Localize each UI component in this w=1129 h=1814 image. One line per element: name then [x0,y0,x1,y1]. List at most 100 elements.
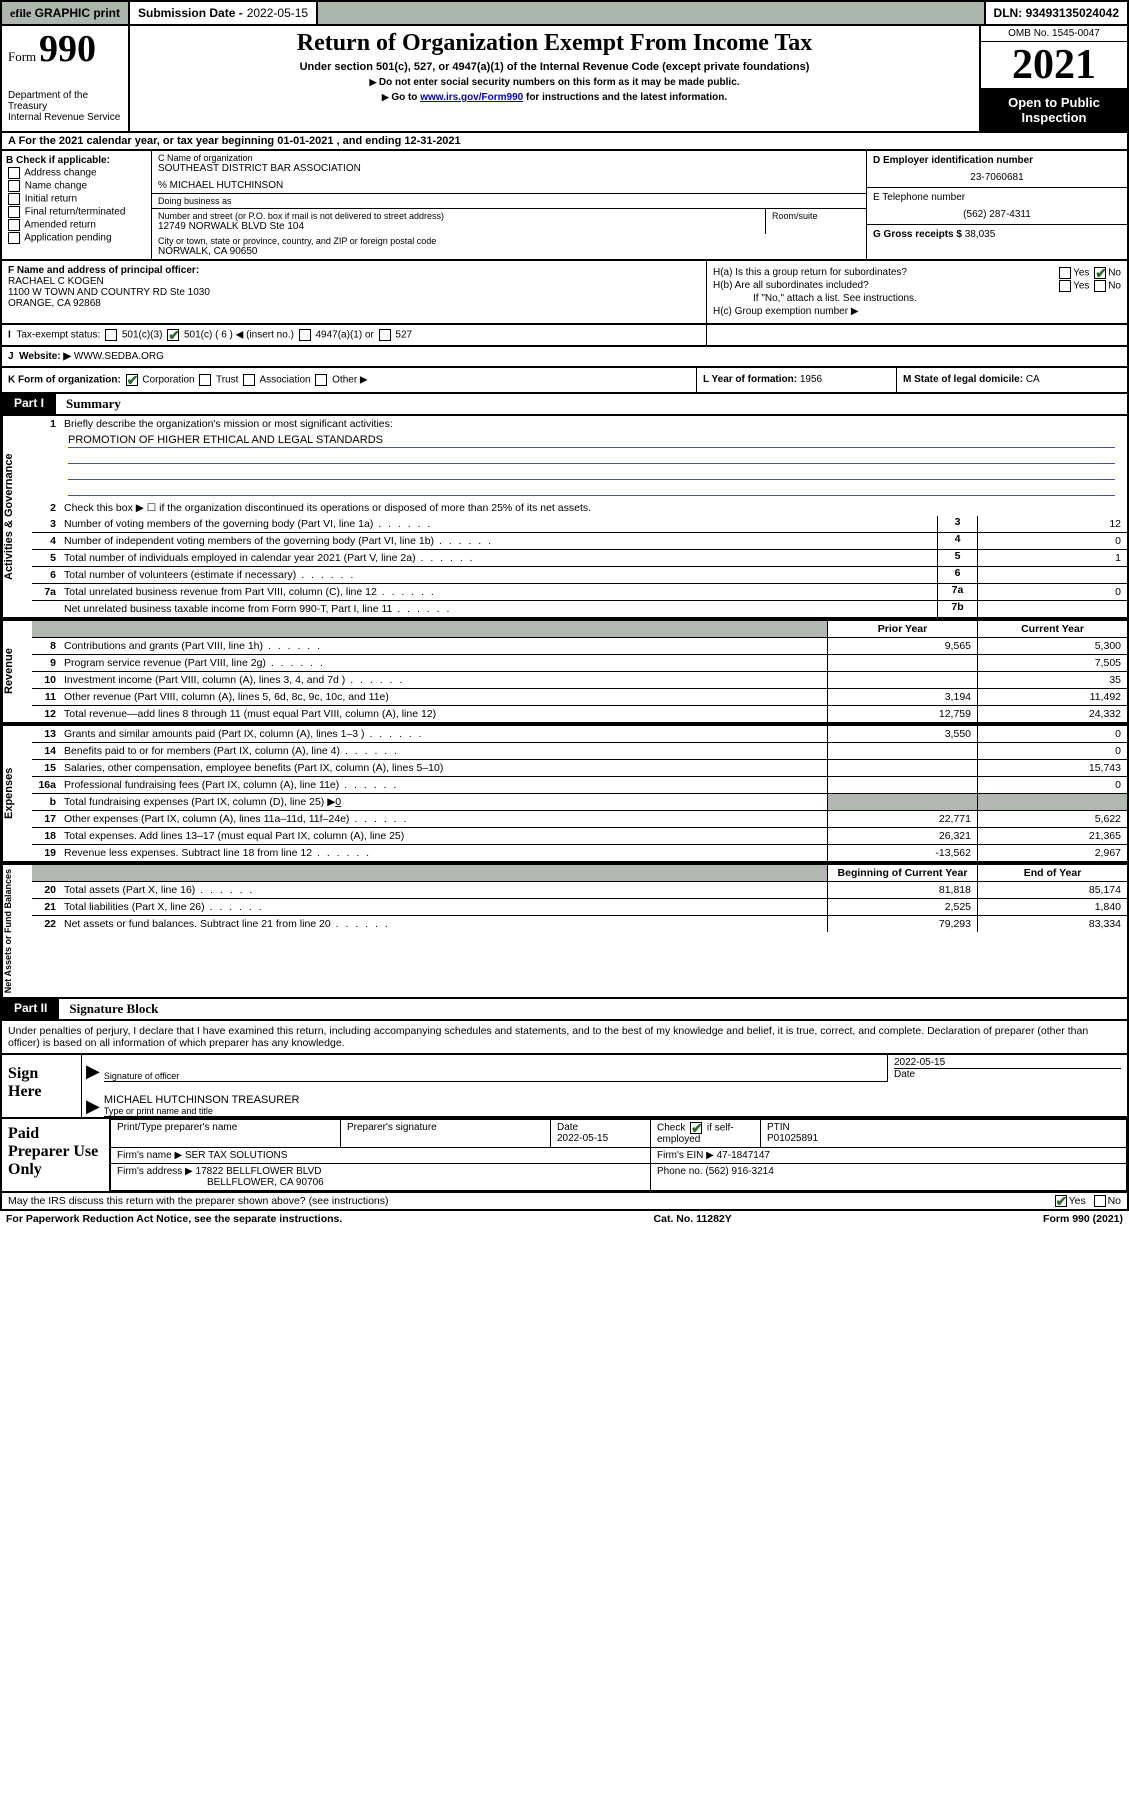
chk-corp[interactable] [126,374,138,386]
chk-501c3[interactable] [105,329,117,341]
governance-section: Activities & Governance 1 Briefly descri… [0,416,1129,619]
chk-final-return[interactable]: Final return/terminated [6,206,147,218]
ha-yes-chk[interactable] [1059,267,1071,279]
officer-name-label: Type or print name and title [104,1106,1127,1116]
i-cell: I Tax-exempt status: 501(c)(3) 501(c) ( … [2,325,707,345]
line5-desc: Total number of individuals employed in … [60,550,937,566]
tax-year-end: 12-31-2021 [404,135,460,147]
part2-header: Part II Signature Block [0,999,1129,1021]
line4-desc: Number of independent voting members of … [60,533,937,549]
line12-prior: 12,759 [827,706,977,722]
chk-address-change[interactable]: Address change [6,167,147,179]
hc-label: H(c) Group exemption number ▶ [713,306,1121,317]
line17-desc: Other expenses (Part IX, column (A), lin… [60,811,827,827]
prep-date-value: 2022-05-15 [557,1133,608,1144]
end-year-hdr: End of Year [977,865,1127,881]
hb-no-chk[interactable] [1094,280,1106,292]
may-no-chk[interactable] [1094,1195,1106,1207]
officer-name-field: MICHAEL HUTCHINSON TREASURER Type or pri… [104,1082,1127,1117]
line10-prior [827,672,977,688]
irs-form990-link[interactable]: www.irs.gov/Form990 [420,92,523,103]
hb-row: H(b) Are all subordinates included? Yes … [713,280,1121,291]
chk-initial-return[interactable]: Initial return [6,193,147,205]
line3-val: 12 [977,516,1127,532]
part1-label: Part I [2,394,56,414]
fh-block: F Name and address of principal officer:… [0,261,1129,325]
sub3-post: for instructions and the latest informat… [526,92,727,103]
line20-desc: Total assets (Part X, line 16) [60,882,827,898]
line16a-desc: Professional fundraising fees (Part IX, … [60,777,827,793]
prep-date-cell: Date2022-05-15 [551,1120,651,1148]
line20-beg: 81,818 [827,882,977,898]
line19-curr: 2,967 [977,845,1127,861]
officer-name-value: MICHAEL HUTCHINSON TREASURER [104,1094,1127,1106]
l-cell: L Year of formation: 1956 [697,368,897,392]
signature-field[interactable]: Signature of officer [104,1059,887,1082]
name-arrow-icon: ▶ [82,1096,104,1117]
care-of: % MICHAEL HUTCHINSON [158,180,860,191]
chk-assoc[interactable] [243,374,255,386]
tax-year-begin: 01-01-2021 [277,135,333,147]
deg-block: D Employer identification number 23-7060… [867,151,1127,259]
chk-name-change[interactable]: Name change [6,180,147,192]
hb-yes-chk[interactable] [1059,280,1071,292]
line13-prior: 3,550 [827,726,977,742]
prep-selfemp-cell: Check if self-employed [651,1120,761,1148]
header-right-cell: OMB No. 1545-0047 2021 Open to Public In… [979,26,1127,131]
sign-arrow-icon: ▶ [82,1061,104,1082]
ein-label: D Employer identification number [873,155,1033,166]
line15-prior [827,760,977,776]
submission-date-cell: Submission Date - 2022-05-15 [130,2,318,24]
chk-application-pending[interactable]: Application pending [6,232,147,244]
may-yes-chk[interactable] [1055,1195,1067,1207]
prior-year-hdr: Prior Year [827,621,977,637]
line9-desc: Program service revenue (Part VIII, line… [60,655,827,671]
declaration-text: Under penalties of perjury, I declare th… [0,1021,1129,1055]
chk-other[interactable] [315,374,327,386]
open-to-public: Open to Public Inspection [981,89,1127,131]
f-cell: F Name and address of principal officer:… [2,261,707,323]
chk-4947[interactable] [299,329,311,341]
chk-amended-return[interactable]: Amended return [6,219,147,231]
line22-desc: Net assets or fund balances. Subtract li… [60,916,827,932]
paid-preparer-label: Paid Preparer Use Only [2,1119,110,1191]
vlabel-expenses: Expenses [2,726,32,861]
firm-addr1: 17822 BELLFLOWER BLVD [196,1166,322,1177]
chk-trust[interactable] [199,374,211,386]
line9-prior [827,655,977,671]
city-cell: City or town, state or province, country… [152,234,866,259]
opt-corp: Corporation [142,375,194,386]
city-label: City or town, state or province, country… [158,236,860,246]
line16a-prior [827,777,977,793]
opt-assoc: Association [259,375,310,386]
subtitle-3: Go to www.irs.gov/Form990 for instructio… [136,92,973,103]
preparer-table: Print/Type preparer's name Preparer's si… [110,1119,1127,1191]
f-label: F Name and address of principal officer: [8,265,199,276]
ha-no-chk[interactable] [1094,267,1106,279]
suite-label: Room/suite [772,211,860,221]
officer-name: RACHAEL C KOGEN [8,276,104,287]
line16b-curr [977,794,1127,810]
line7b-val [977,601,1127,617]
line2-desc: Check this box ▶ ☐ if the organization d… [60,500,1127,516]
omb-number: OMB No. 1545-0047 [981,26,1127,42]
line15-desc: Salaries, other compensation, employee b… [60,760,827,776]
part1-title: Summary [56,394,131,414]
line18-desc: Total expenses. Add lines 13–17 (must eq… [60,828,827,844]
line5-val: 1 [977,550,1127,566]
efile-print-label[interactable]: efile GRAPHIC print [2,2,130,24]
chk-527[interactable] [379,329,391,341]
firm-ein-value: 47-1847147 [717,1150,770,1161]
domicile-label: M State of legal domicile: [903,374,1023,385]
hb-label: H(b) Are all subordinates included? [713,280,869,291]
graphic-print: GRAPHIC print [35,6,120,20]
chk-self-employed[interactable] [690,1122,702,1134]
chk-501c[interactable] [167,329,179,341]
b-checkboxes: B Check if applicable: Address change Na… [2,151,152,259]
line19-desc: Revenue less expenses. Subtract line 18 … [60,845,827,861]
header-block: Form 990 Department of the Treasury Inte… [0,26,1129,133]
ha-row: H(a) Is this a group return for subordin… [713,267,1121,278]
may-discuss-row: May the IRS discuss this return with the… [0,1193,1129,1211]
line14-curr: 0 [977,743,1127,759]
line10-desc: Investment income (Part VIII, column (A)… [60,672,827,688]
